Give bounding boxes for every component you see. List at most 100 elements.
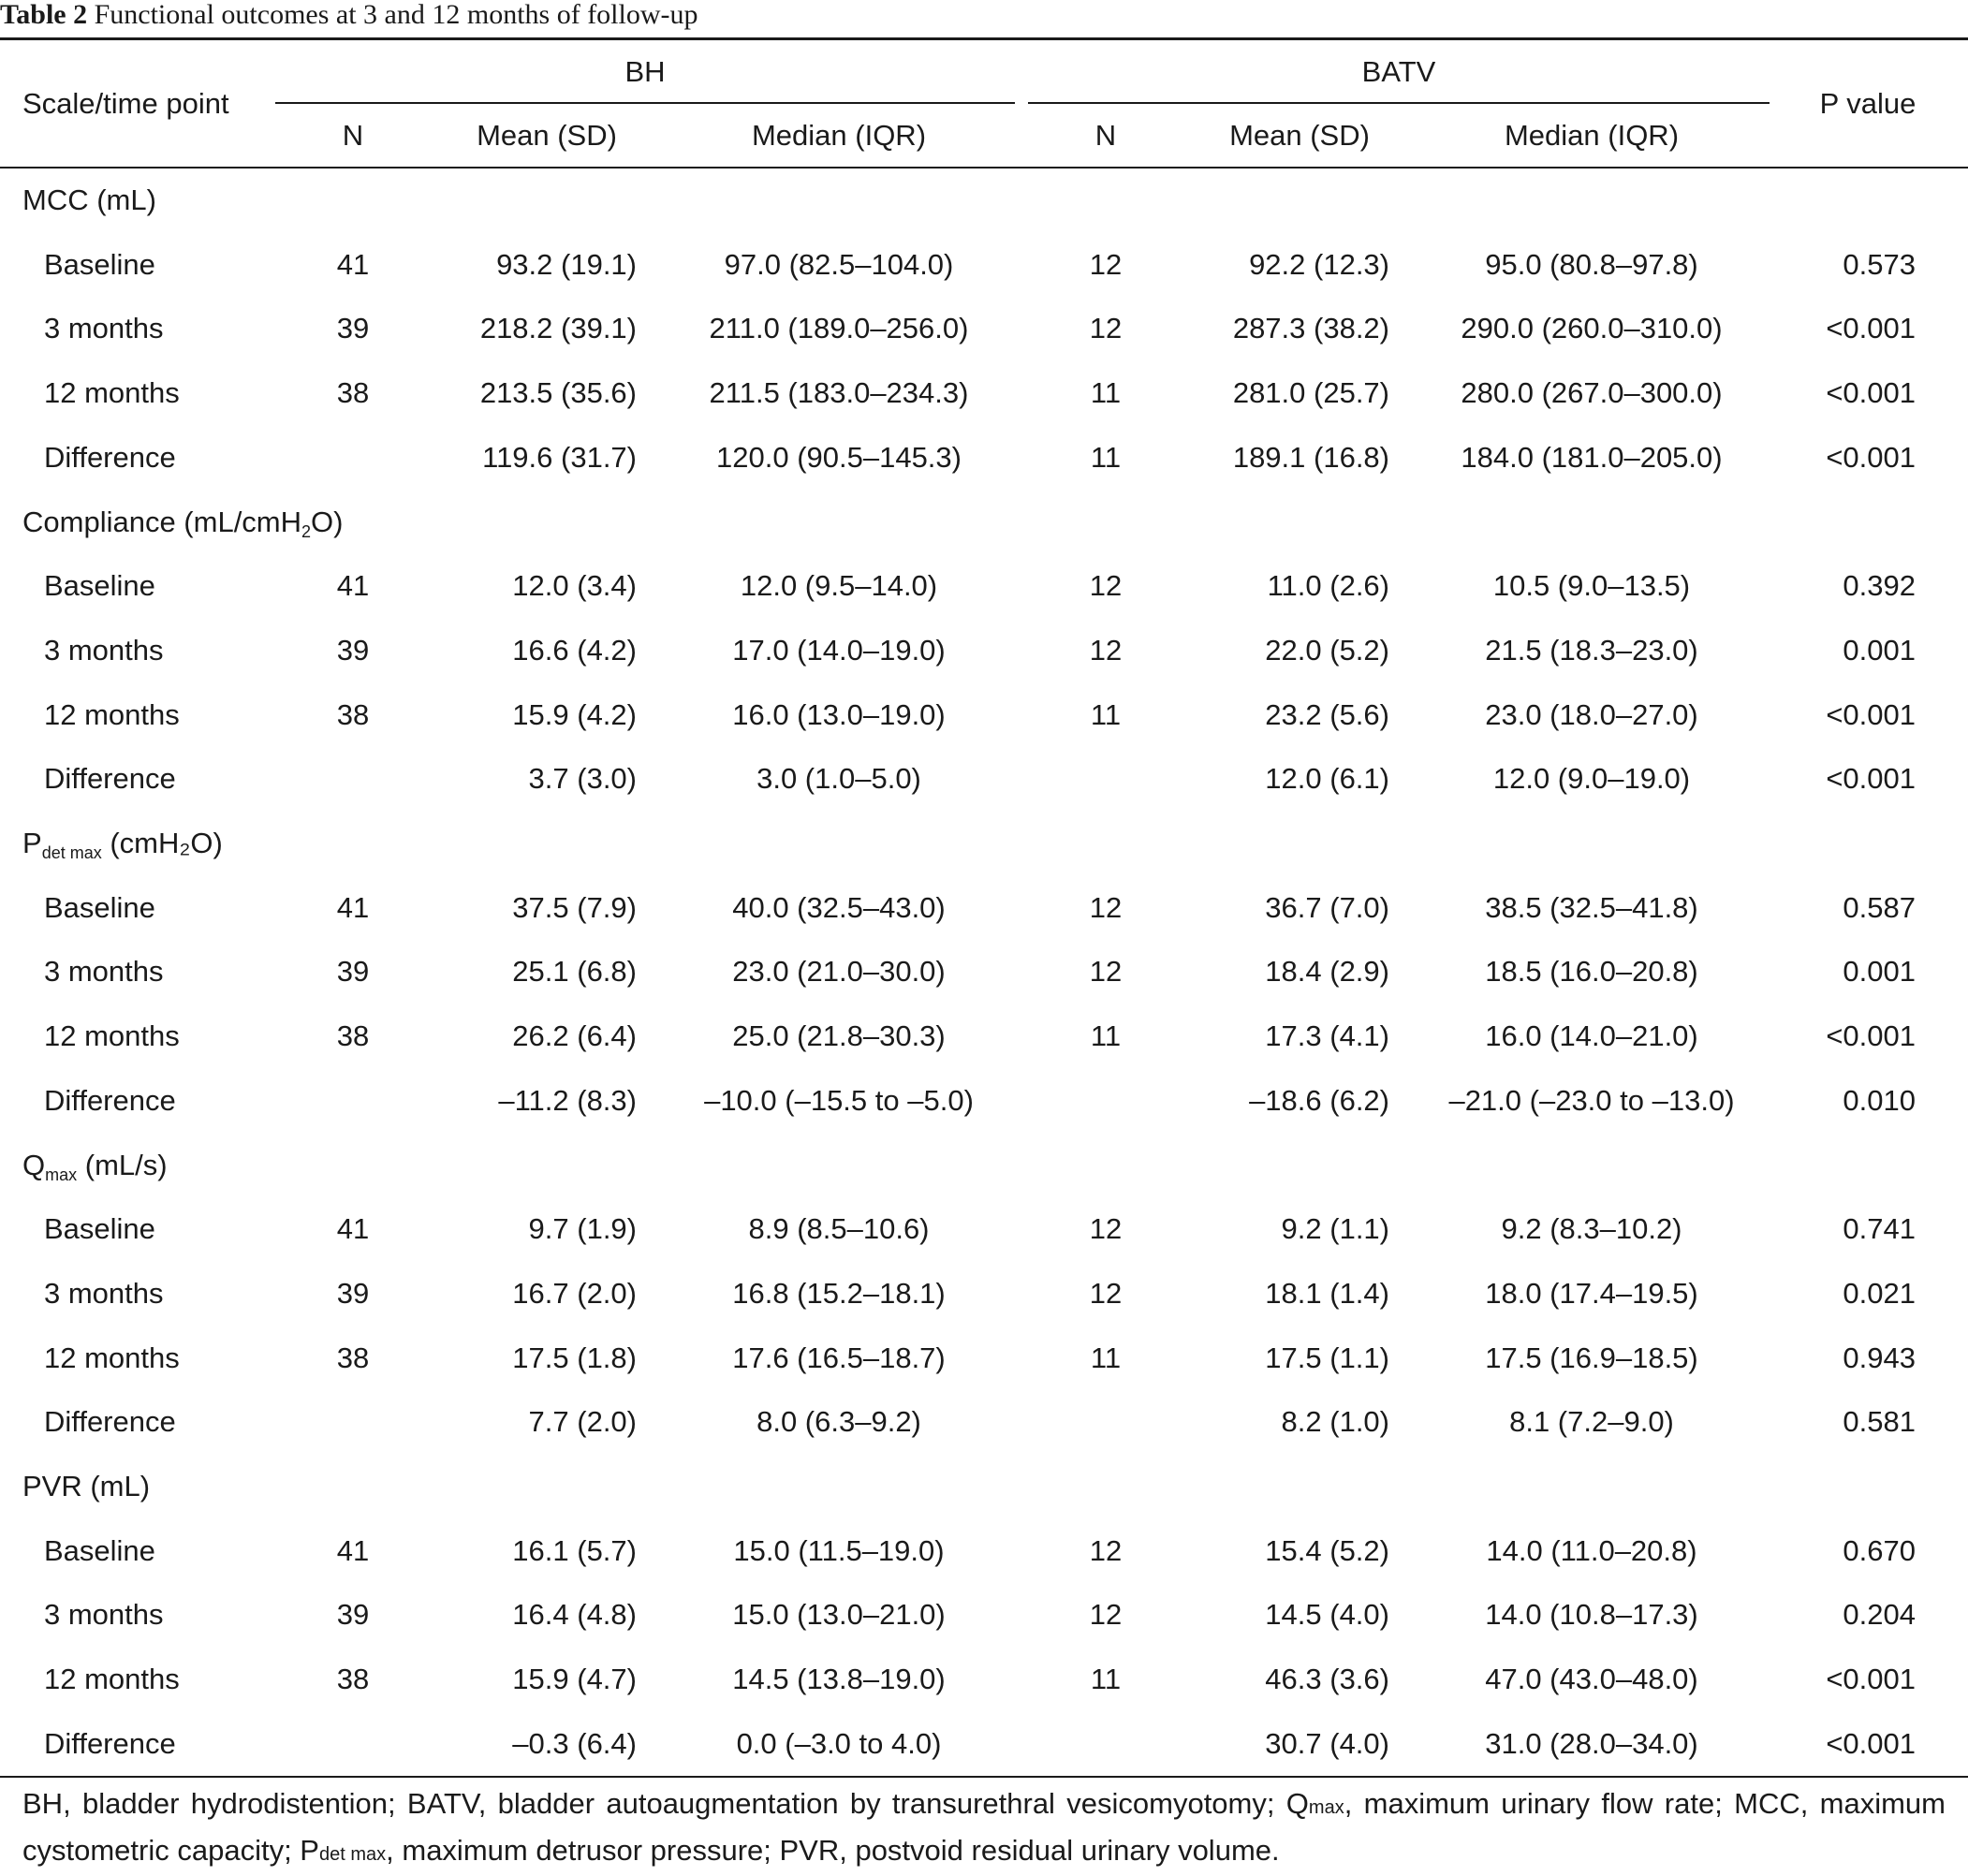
cell-batv-n: 11 — [1090, 441, 1122, 474]
cell-batv-median: 16.0 (14.0–21.0) — [1485, 1019, 1698, 1052]
section-heading-subscript: det max — [41, 843, 102, 862]
cell-batv-mean: 17.5 (1.1) — [1265, 1341, 1389, 1374]
cell-batv-mean: 189.1 (16.8) — [1232, 441, 1389, 474]
batv-group-rule — [1028, 102, 1770, 104]
cell-batv-median: 21.5 (18.3–23.0) — [1485, 634, 1698, 667]
cell-batv-median: 95.0 (80.8–97.8) — [1485, 248, 1698, 281]
row-label: Baseline — [44, 569, 155, 602]
row-label: Difference — [44, 1727, 176, 1760]
cell-batv-mean: 36.7 (7.0) — [1265, 891, 1389, 924]
footnote-text-2: , maximum urinary flow rate; MCC, maximu… — [22, 1787, 1946, 1867]
cell-p-value: 0.573 — [1843, 248, 1916, 281]
cell-bh-n: 39 — [336, 634, 370, 667]
cell-p-value: 0.001 — [1843, 634, 1916, 667]
cell-p-value: 0.581 — [1843, 1405, 1916, 1438]
cell-bh-mean: 218.2 (39.1) — [479, 312, 637, 344]
cell-bh-n: 38 — [336, 1019, 370, 1052]
header-bh-median: Median (IQR) — [751, 119, 927, 152]
cell-bh-median: –10.0 (–15.5 to –5.0) — [704, 1084, 974, 1117]
header-batv-median: Median (IQR) — [1504, 119, 1680, 152]
row-label: 12 months — [44, 376, 180, 409]
bottom-rule — [0, 1776, 1968, 1778]
section-heading-main: P — [22, 827, 42, 859]
section-heading-subscript: max — [45, 1165, 78, 1184]
table-caption-text: Functional outcomes at 3 and 12 months o… — [94, 0, 698, 30]
header-bh-n: N — [342, 119, 364, 152]
section-heading-main: PVR (mL) — [22, 1470, 151, 1502]
section-heading: Compliance (mL/cmH2O) — [22, 504, 343, 541]
cell-bh-median: 16.0 (13.0–19.0) — [732, 698, 946, 731]
cell-bh-median: 17.6 (16.5–18.7) — [732, 1341, 946, 1374]
footnote-pdet-sub: det max — [318, 1844, 387, 1865]
cell-batv-mean: 23.2 (5.6) — [1265, 698, 1389, 731]
row-label: Baseline — [44, 1534, 155, 1567]
cell-bh-n: 41 — [336, 1212, 370, 1245]
cell-batv-n: 11 — [1090, 1341, 1122, 1374]
cell-bh-median: 8.0 (6.3–9.2) — [756, 1405, 921, 1438]
cell-batv-median: 18.5 (16.0–20.8) — [1485, 955, 1698, 988]
cell-batv-n: 12 — [1089, 955, 1123, 988]
cell-bh-mean: 16.1 (5.7) — [512, 1534, 637, 1567]
cell-bh-median: 12.0 (9.5–14.0) — [740, 569, 938, 602]
cell-batv-mean: 17.3 (4.1) — [1265, 1019, 1389, 1052]
table-caption: Table 2 Functional outcomes at 3 and 12 … — [0, 0, 698, 34]
cell-bh-median: 15.0 (13.0–21.0) — [732, 1598, 946, 1631]
row-label: 12 months — [44, 698, 180, 731]
cell-bh-mean: 17.5 (1.8) — [512, 1341, 637, 1374]
cell-bh-n: 39 — [336, 312, 370, 344]
cell-bh-mean: 15.9 (4.2) — [512, 698, 637, 731]
cell-p-value: 0.587 — [1843, 891, 1916, 924]
header-bh-mean: Mean (SD) — [477, 119, 617, 152]
bh-group-rule — [275, 102, 1015, 104]
cell-bh-mean: –0.3 (6.4) — [512, 1727, 637, 1760]
row-label: Difference — [44, 441, 176, 474]
section-heading-tail: (mL/s) — [77, 1149, 168, 1181]
header-bottom-rule — [0, 167, 1968, 169]
cell-p-value: 0.670 — [1843, 1534, 1916, 1567]
cell-p-value: 0.741 — [1843, 1212, 1916, 1245]
cell-bh-n: 39 — [336, 1598, 370, 1631]
cell-batv-median: 31.0 (28.0–34.0) — [1485, 1727, 1698, 1760]
cell-batv-mean: 15.4 (5.2) — [1265, 1534, 1389, 1567]
cell-batv-median: 12.0 (9.0–19.0) — [1492, 762, 1691, 795]
cell-bh-n: 39 — [336, 955, 370, 988]
header-batv-mean: Mean (SD) — [1229, 119, 1370, 152]
footnote-text-3: , maximum detrusor pressure; PVR, postvo… — [386, 1834, 1280, 1867]
cell-bh-mean: 3.7 (3.0) — [528, 762, 637, 795]
top-rule — [0, 37, 1968, 40]
header-p-value: P value — [1819, 87, 1917, 120]
cell-bh-n: 41 — [336, 891, 370, 924]
cell-bh-median: 120.0 (90.5–145.3) — [716, 441, 962, 474]
cell-batv-median: 14.0 (11.0–20.8) — [1486, 1534, 1697, 1567]
cell-batv-mean: 14.5 (4.0) — [1265, 1598, 1389, 1631]
cell-p-value: 0.204 — [1843, 1598, 1916, 1631]
cell-bh-mean: 15.9 (4.7) — [512, 1663, 637, 1695]
cell-batv-n: 11 — [1090, 376, 1122, 409]
cell-p-value: <0.001 — [1826, 441, 1916, 474]
footnote-qmax-sub: max — [1308, 1797, 1344, 1818]
header-group-batv: BATV — [1361, 55, 1436, 88]
cell-bh-median: 17.0 (14.0–19.0) — [732, 634, 946, 667]
cell-bh-mean: 12.0 (3.4) — [512, 569, 637, 602]
row-label: 12 months — [44, 1341, 180, 1374]
header-group-bh: BH — [624, 55, 666, 88]
cell-bh-mean: 93.2 (19.1) — [496, 248, 637, 281]
cell-batv-n: 12 — [1089, 1277, 1123, 1310]
cell-bh-median: 211.0 (189.0–256.0) — [709, 312, 969, 344]
section-heading-main: MCC (mL) — [22, 183, 156, 216]
cell-bh-mean: 26.2 (6.4) — [512, 1019, 637, 1052]
cell-bh-mean: 16.6 (4.2) — [512, 634, 637, 667]
section-heading-tail: (cmH₂O) — [101, 827, 223, 859]
cell-bh-mean: 7.7 (2.0) — [528, 1405, 637, 1438]
cell-p-value: <0.001 — [1826, 376, 1916, 409]
section-heading-main: Compliance (mL/cmH — [22, 506, 302, 538]
cell-batv-mean: –18.6 (6.2) — [1249, 1084, 1389, 1117]
row-label: Difference — [44, 762, 176, 795]
cell-bh-mean: 16.7 (2.0) — [512, 1277, 637, 1310]
cell-bh-n: 38 — [336, 376, 370, 409]
cell-bh-n: 39 — [336, 1277, 370, 1310]
cell-batv-n: 11 — [1090, 1019, 1122, 1052]
cell-bh-median: 16.8 (15.2–18.1) — [732, 1277, 946, 1310]
cell-bh-median: 40.0 (32.5–43.0) — [732, 891, 946, 924]
cell-batv-n: 12 — [1089, 1212, 1123, 1245]
